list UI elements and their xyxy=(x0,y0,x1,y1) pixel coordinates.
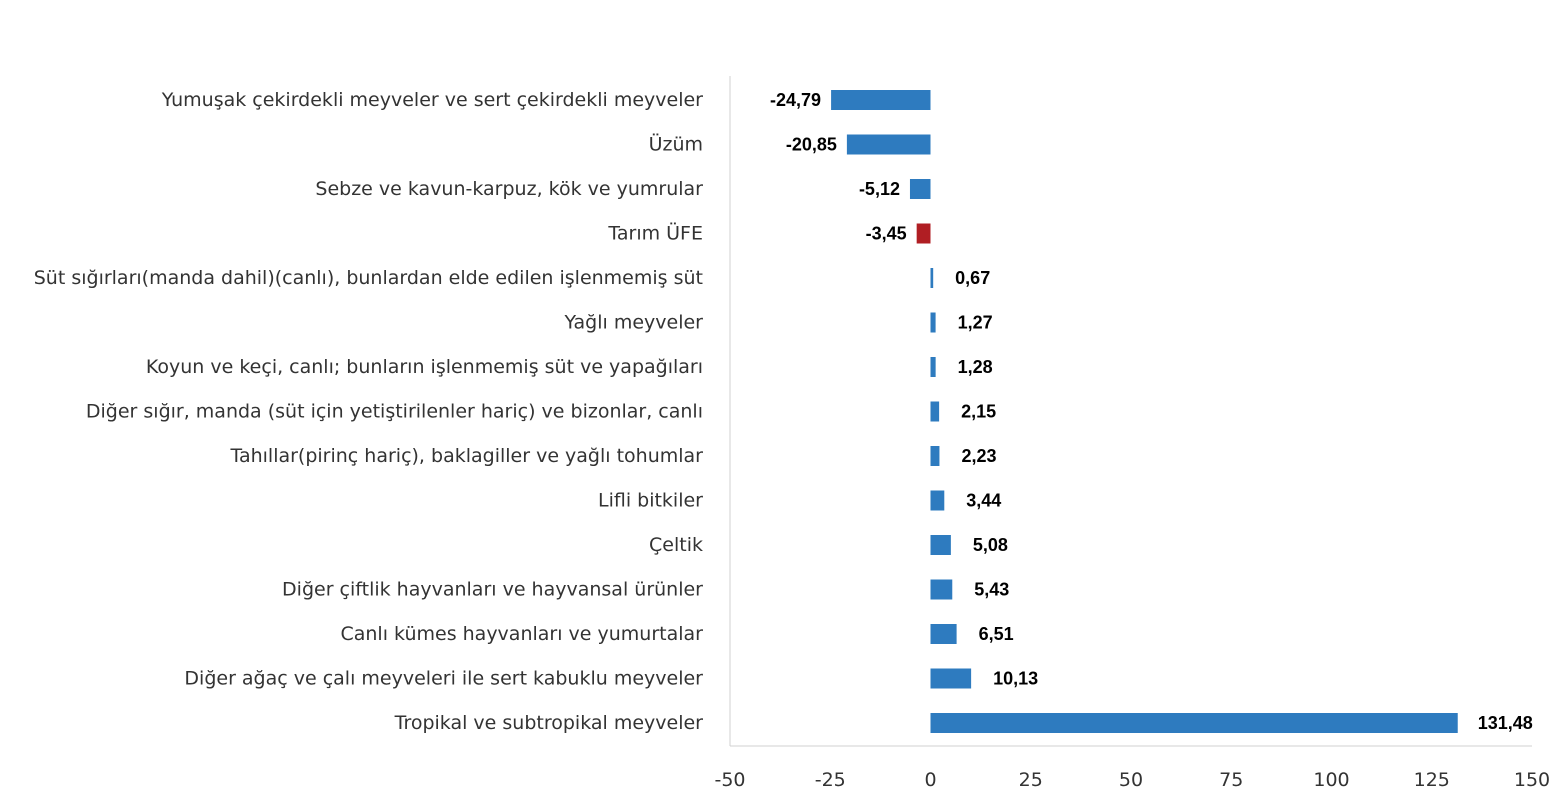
bar xyxy=(930,535,951,555)
data-label: 3,44 xyxy=(966,491,1001,511)
bar xyxy=(831,90,931,110)
data-label: -3,45 xyxy=(866,224,907,244)
bar xyxy=(930,624,957,644)
category-label: Çeltik xyxy=(649,534,703,556)
category-label: Süt sığırları(manda dahil)(canlı), bunla… xyxy=(34,267,703,289)
data-label: 2,15 xyxy=(961,402,996,422)
x-tick-label: 25 xyxy=(1019,769,1043,791)
category-label: Tahıllar(pirinç hariç), baklagiller ve y… xyxy=(229,445,703,467)
bar xyxy=(930,312,936,333)
category-label: Sebze ve kavun-karpuz, kök ve yumrular xyxy=(315,178,703,200)
x-tick-label: 125 xyxy=(1414,769,1450,791)
category-label: Tropikal ve subtropikal meyveler xyxy=(394,712,704,734)
bars xyxy=(831,90,1458,733)
category-label: Yumuşak çekirdekli meyveler ve sert çeki… xyxy=(161,89,703,111)
bar xyxy=(930,579,953,600)
data-labels: -24,79 -20,85 -5,12 -3,45 0,67 1,27 1,28 2,15 2,… xyxy=(770,90,1533,733)
category-label: Canlı kümes hayvanları ve yumurtalar xyxy=(340,623,703,645)
data-label: 5,08 xyxy=(973,535,1008,555)
data-label: 1,27 xyxy=(958,313,993,333)
x-tick-label: -50 xyxy=(714,769,745,791)
bar xyxy=(930,446,940,466)
data-label: 0,67 xyxy=(955,268,990,288)
data-label: -20,85 xyxy=(786,135,837,155)
x-tick-label: 150 xyxy=(1514,769,1550,791)
x-tick-label: 75 xyxy=(1219,769,1243,791)
category-label: Koyun ve keçi, canlı; bunların işlenmemi… xyxy=(146,356,703,378)
data-label: 131,48 xyxy=(1478,713,1533,733)
x-tick-label: 0 xyxy=(924,769,936,791)
data-label: -24,79 xyxy=(770,90,821,110)
category-label: Yağlı meyveler xyxy=(564,312,704,334)
x-tick-label: 50 xyxy=(1119,769,1143,791)
category-label: Diğer ağaç ve çalı meyveleri ile sert ka… xyxy=(184,668,703,690)
data-label: -5,12 xyxy=(859,179,900,199)
data-label: 2,23 xyxy=(961,446,996,466)
data-label: 10,13 xyxy=(993,669,1038,689)
category-label: Diğer sığır, manda (süt için yetiştirile… xyxy=(86,401,703,423)
bar xyxy=(930,268,934,288)
category-labels: Yumuşak çekirdekli meyveler ve sert çeki… xyxy=(34,89,703,734)
bar xyxy=(930,713,1458,733)
category-label: Lifli bitkiler xyxy=(598,490,703,512)
x-tick-label: -25 xyxy=(815,769,846,791)
bar xyxy=(930,401,940,422)
bar xyxy=(909,179,931,199)
category-label: Diğer çiftlik hayvanları ve hayvansal ür… xyxy=(282,579,703,601)
category-label: Tarım ÜFE xyxy=(607,222,703,245)
bar xyxy=(930,668,972,689)
bar xyxy=(846,134,931,155)
bar-highlight xyxy=(916,223,931,244)
bar xyxy=(930,490,945,511)
data-label: 5,43 xyxy=(974,580,1009,600)
bar xyxy=(930,357,936,377)
data-label: 6,51 xyxy=(979,624,1014,644)
category-label: Üzüm xyxy=(649,133,703,156)
x-tick-label: 100 xyxy=(1313,769,1349,791)
x-axis-ticks: -50 -25 0 25 50 75 100 125 150 xyxy=(714,769,1550,791)
data-label: 1,28 xyxy=(958,357,993,377)
